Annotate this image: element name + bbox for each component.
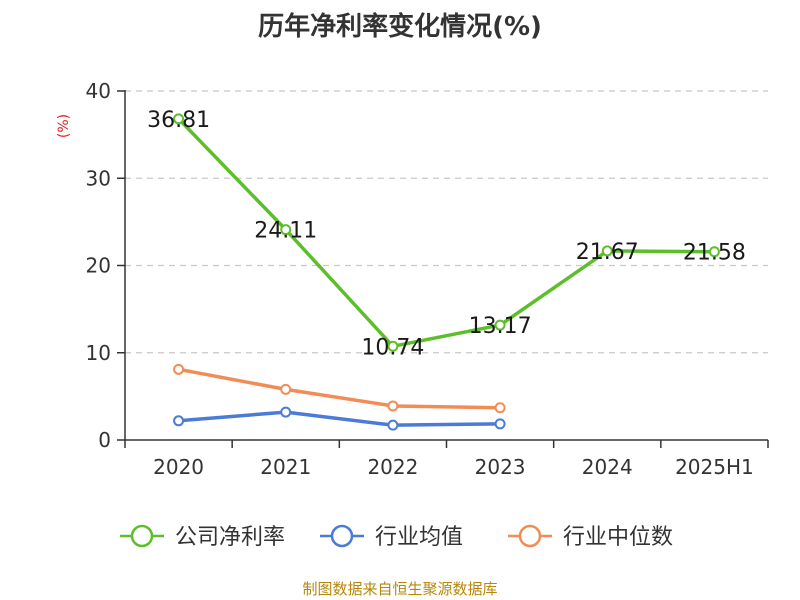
legend-label: 行业均值 <box>375 525 463 550</box>
data-point <box>173 415 185 427</box>
data-point <box>601 245 613 257</box>
data-point <box>280 224 292 236</box>
x-tick-label: 2025H1 <box>675 455 754 479</box>
legend-marker <box>330 524 354 548</box>
x-tick-label: 2024 <box>582 455 633 479</box>
source-footer: 制图数据来自恒生聚源数据库 <box>302 580 498 598</box>
y-tick-label: 0 <box>98 428 111 452</box>
data-point <box>280 383 292 395</box>
data-point <box>387 419 399 431</box>
y-tick-label: 20 <box>86 254 111 278</box>
legend-label: 公司净利率 <box>175 525 285 550</box>
x-tick-label: 2020 <box>153 455 204 479</box>
data-point <box>280 406 292 418</box>
data-label: 21.67 <box>576 240 639 265</box>
x-tick-label: 2022 <box>367 455 418 479</box>
data-label: 10.74 <box>361 335 424 360</box>
data-label: 21.58 <box>683 241 746 266</box>
data-point <box>173 113 185 125</box>
y-tick-label: 40 <box>86 79 111 103</box>
y-tick-label: 10 <box>86 341 111 365</box>
legend-label: 行业中位数 <box>563 525 673 550</box>
data-label: 36.81 <box>147 108 210 133</box>
data-point <box>173 363 185 375</box>
y-axis-label: (%) <box>56 114 72 138</box>
data-point <box>494 418 506 430</box>
data-label: 24.11 <box>254 219 317 244</box>
data-point <box>494 319 506 331</box>
x-tick-label: 2021 <box>260 455 311 479</box>
legend-marker <box>130 524 154 548</box>
x-tick-label: 2023 <box>475 455 526 479</box>
series-line-2 <box>178 367 501 410</box>
chart-title: 历年净利率变化情况(%) <box>258 12 542 42</box>
legend-marker <box>518 524 542 548</box>
data-point <box>387 340 399 352</box>
data-point <box>387 400 399 412</box>
series-line-0 <box>177 117 715 349</box>
y-tick-label: 30 <box>86 166 111 190</box>
data-point <box>708 246 720 258</box>
data-label: 13.17 <box>469 314 532 339</box>
data-point <box>494 402 506 414</box>
series-line-1 <box>178 410 501 427</box>
